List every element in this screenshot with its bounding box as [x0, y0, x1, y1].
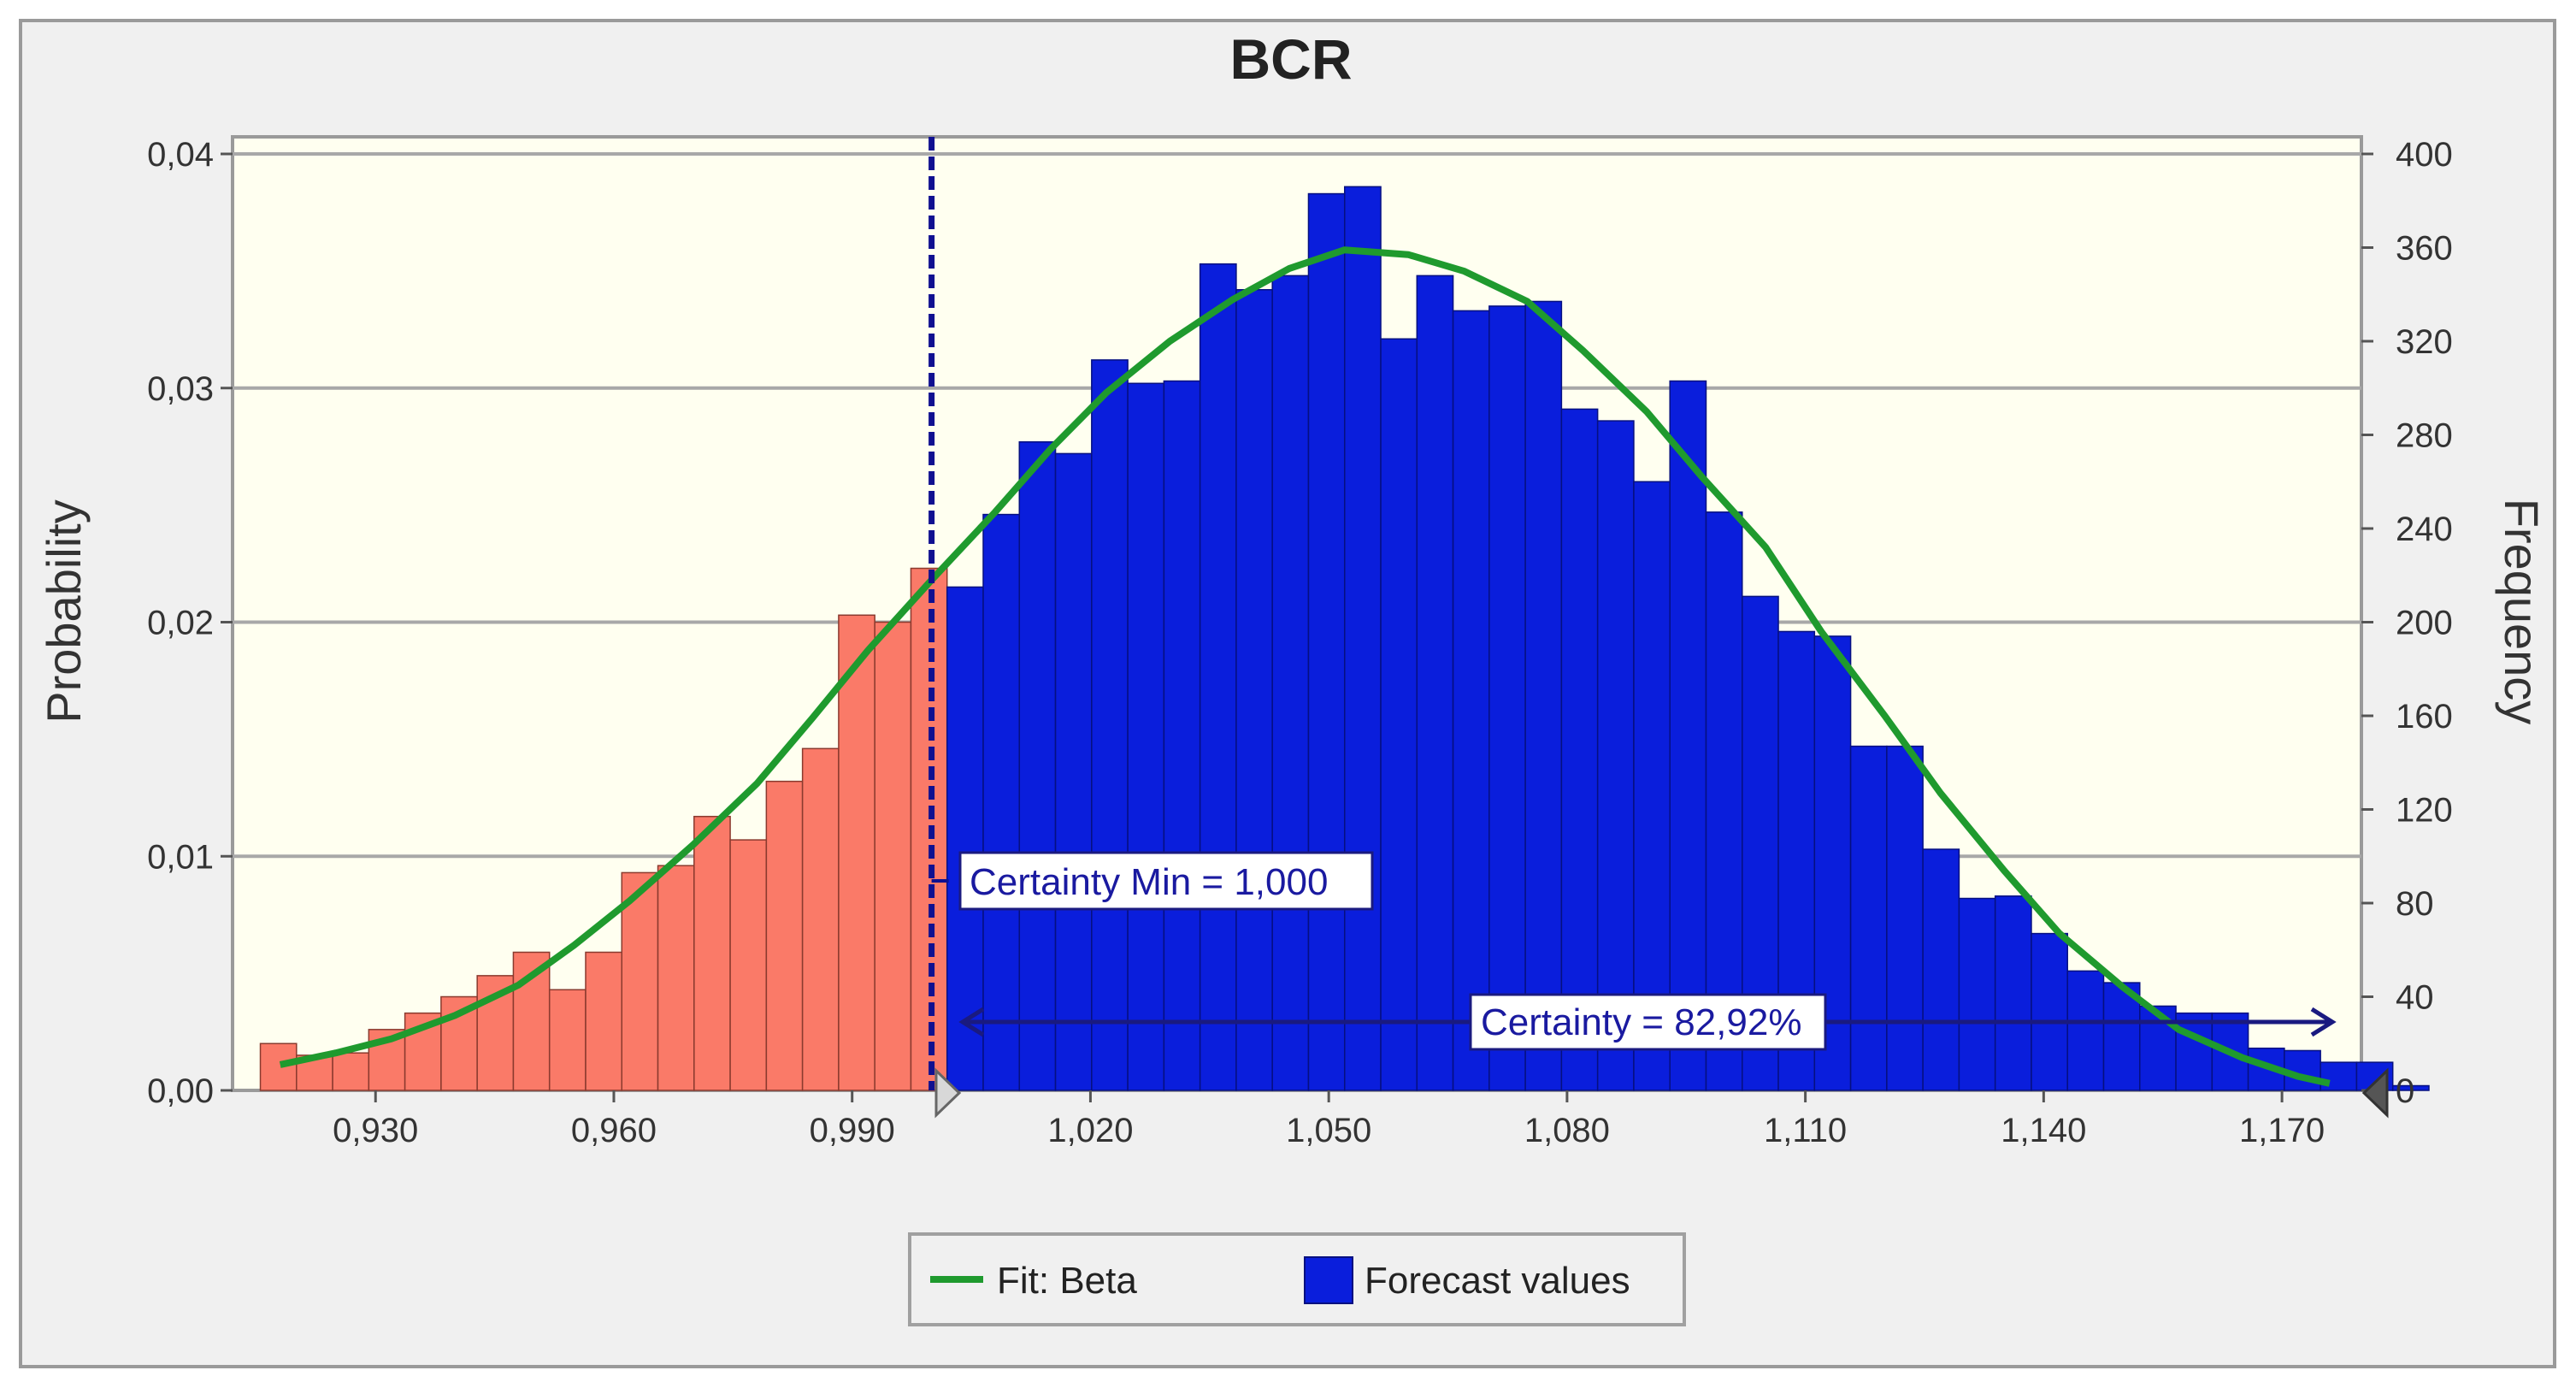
x-tick-label: 1,050 — [1286, 1112, 1371, 1149]
histogram-bar — [1343, 186, 1382, 1091]
y-right-tick-label: 200 — [2396, 605, 2453, 642]
histogram-bar — [1994, 895, 2032, 1091]
histogram-bar — [2139, 1005, 2177, 1091]
histogram-bar — [765, 780, 804, 1091]
histogram-bar — [1054, 452, 1093, 1091]
certainty-label: Certainty = 82,92% — [1481, 1001, 1801, 1043]
y-right-tick-label: 280 — [2396, 417, 2453, 455]
y-left-tick-label: 0,01 — [147, 838, 214, 876]
histogram-bar — [2211, 1012, 2249, 1091]
histogram-bar — [1307, 192, 1346, 1091]
certainty-box — [1469, 993, 1827, 1051]
histogram-bar — [1669, 380, 1707, 1091]
y-axis-right-title: Frequency — [2495, 499, 2549, 725]
histogram-bar — [1127, 382, 1165, 1091]
histogram-bar — [838, 614, 875, 1091]
histogram-bar — [1886, 745, 1924, 1091]
y-left-tick-label: 0,03 — [147, 370, 214, 408]
right-grabber-icon[interactable] — [2361, 1067, 2389, 1119]
certainty-min-annotation: Certainty Min = 1,000 — [958, 851, 1374, 911]
y-right-tick-label: 320 — [2396, 323, 2453, 361]
histogram-bar — [2031, 932, 2068, 1091]
histogram-bar — [2391, 1084, 2430, 1091]
y-left-tick-label: 0,04 — [147, 136, 214, 174]
legend: Fit: Beta Forecast values — [908, 1232, 1686, 1326]
y-right-tick-label: 0 — [2396, 1072, 2414, 1110]
x-tick-label: 0,990 — [810, 1112, 895, 1149]
axis-labels: 0,00 0,01 0,02 0,03 0,04 0 40 80 120 160 200 240 280… — [147, 136, 2453, 1149]
x-tick-label: 1,170 — [2239, 1112, 2325, 1149]
histogram-bar — [1271, 275, 1310, 1091]
histogram-bar — [1416, 275, 1454, 1091]
histogram-bar — [1452, 310, 1490, 1091]
histogram-bar — [982, 513, 1021, 1091]
histogram-bar — [1958, 897, 1996, 1091]
histogram-bar — [512, 951, 551, 1091]
histogram-bar — [657, 865, 695, 1091]
y-axis-left-title: Probability — [37, 499, 91, 723]
y-left-tick-label: 0,00 — [147, 1072, 214, 1110]
histogram-bar — [946, 586, 984, 1091]
certainty-min-box — [958, 851, 1374, 911]
legend-box — [908, 1232, 1686, 1326]
histogram-bar — [1560, 408, 1599, 1091]
certainty-cut-layer — [928, 137, 949, 1090]
legend-forecast-label: Forecast values — [1365, 1260, 1630, 1302]
histogram-bar — [1199, 263, 1237, 1091]
certainty-range-annotation: Certainty = 82,92% — [958, 993, 2337, 1051]
legend-forecast-swatch — [1304, 1256, 1353, 1304]
histogram-bar — [2320, 1061, 2358, 1091]
histogram-bar — [1018, 440, 1057, 1091]
y-right-tick-label: 120 — [2396, 792, 2453, 830]
y-right-tick-label: 360 — [2396, 230, 2453, 268]
x-tick-label: 0,960 — [571, 1112, 657, 1149]
x-tick-label: 1,140 — [2001, 1112, 2086, 1149]
histogram-bar — [693, 815, 731, 1091]
histogram-bar — [1488, 305, 1526, 1091]
y-left-tick-label: 0,02 — [147, 605, 214, 642]
x-tick-label: 1,080 — [1524, 1112, 1610, 1149]
histogram-bar — [1091, 359, 1129, 1091]
histogram-bar — [2175, 1012, 2213, 1091]
left-grabber-icon[interactable] — [934, 1067, 962, 1119]
fit-beta-curve — [279, 246, 2331, 1087]
x-tick-label: 1,110 — [1764, 1112, 1847, 1149]
histogram-bar — [874, 621, 912, 1091]
histogram-bar — [259, 1042, 298, 1091]
histogram-bar — [621, 871, 659, 1091]
histogram-bar — [1633, 481, 1671, 1091]
histogram-bar — [332, 1052, 370, 1091]
histogram-bar — [1596, 420, 1635, 1091]
range-arrow-left-icon — [958, 1007, 985, 1037]
histogram-bar — [1849, 745, 1888, 1091]
y-right-tick-label: 400 — [2396, 136, 2453, 174]
histogram-bar — [2102, 982, 2141, 1091]
histogram-bar — [1235, 289, 1273, 1091]
legend-fit-label: Fit: Beta — [997, 1260, 1137, 1302]
histogram-bar — [296, 1054, 333, 1091]
y-right-tick-label: 240 — [2396, 511, 2453, 548]
histogram-bar — [585, 951, 623, 1091]
histogram-bar — [1524, 300, 1563, 1091]
y-right-tick-label: 80 — [2396, 885, 2434, 923]
certainty-min-label: Certainty Min = 1,000 — [970, 861, 1328, 903]
histogram-bar — [1922, 848, 1960, 1091]
histogram-bar — [2066, 970, 2105, 1091]
x-tick-label: 1,020 — [1047, 1112, 1133, 1149]
x-tick-label: 0,930 — [333, 1112, 418, 1149]
chart-title: BCR — [1230, 27, 1353, 91]
histogram-bar — [729, 839, 768, 1091]
histogram-bar — [548, 989, 587, 1091]
range-arrow-right-icon — [2310, 1007, 2337, 1037]
histogram-bar — [801, 747, 840, 1091]
histogram-bar — [1163, 380, 1201, 1091]
y-right-tick-label: 40 — [2396, 979, 2434, 1017]
y-right-tick-label: 160 — [2396, 698, 2453, 735]
fit-curve-layer — [279, 246, 2331, 1087]
histogram-bar — [1380, 338, 1418, 1091]
